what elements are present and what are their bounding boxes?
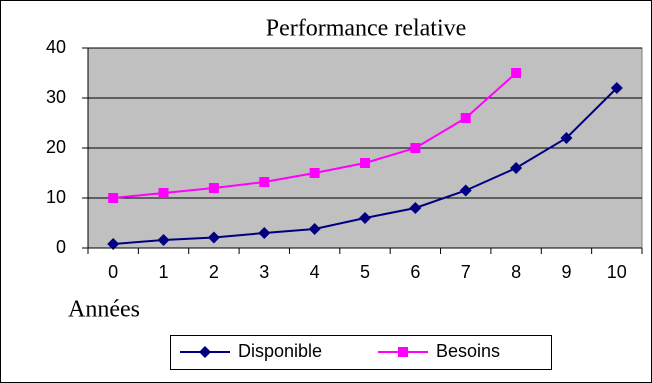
- data-point: [560, 132, 573, 144]
- data-point: [511, 68, 522, 78]
- y-tick-label: 0: [56, 237, 66, 257]
- data-point: [207, 231, 220, 244]
- data-point: [510, 162, 523, 174]
- x-tick-label: 4: [310, 262, 320, 282]
- legend-label: Disponible: [238, 341, 322, 361]
- data-point: [259, 177, 270, 187]
- legend-marker: [199, 346, 211, 358]
- data-point: [359, 212, 371, 224]
- data-point: [108, 193, 119, 203]
- x-tick-label: 0: [108, 262, 118, 282]
- x-tick-label: 1: [159, 262, 169, 282]
- y-tick-label: 10: [46, 187, 66, 207]
- x-tick-label: 8: [511, 262, 521, 282]
- data-point: [460, 113, 471, 123]
- x-tick-label: 5: [360, 262, 370, 282]
- y-tick-label: 20: [46, 137, 66, 157]
- y-tick-label: 40: [46, 37, 66, 57]
- x-tick-label: 6: [410, 262, 420, 282]
- x-tick-label: 7: [461, 262, 471, 282]
- data-point: [157, 234, 170, 246]
- data-point: [258, 227, 271, 239]
- x-tick-label: 9: [561, 262, 571, 282]
- data-point: [610, 82, 623, 94]
- data-point: [360, 158, 370, 168]
- x-axis-label: Années: [68, 297, 140, 323]
- data-point: [107, 238, 120, 250]
- data-point: [459, 184, 472, 197]
- data-point: [308, 223, 321, 235]
- data-point: [410, 143, 421, 153]
- legend-marker: [398, 347, 408, 357]
- x-tick-label: 2: [209, 262, 219, 282]
- data-point: [409, 202, 422, 214]
- legend-label: Besoins: [436, 341, 500, 361]
- data-point: [208, 183, 219, 193]
- chart-title: Performance relative: [266, 16, 467, 42]
- data-point: [309, 168, 320, 178]
- x-tick-label: 3: [259, 262, 269, 282]
- x-tick-label: 10: [607, 262, 627, 282]
- data-point: [158, 188, 169, 198]
- y-tick-label: 30: [46, 87, 66, 107]
- legend: [170, 335, 552, 370]
